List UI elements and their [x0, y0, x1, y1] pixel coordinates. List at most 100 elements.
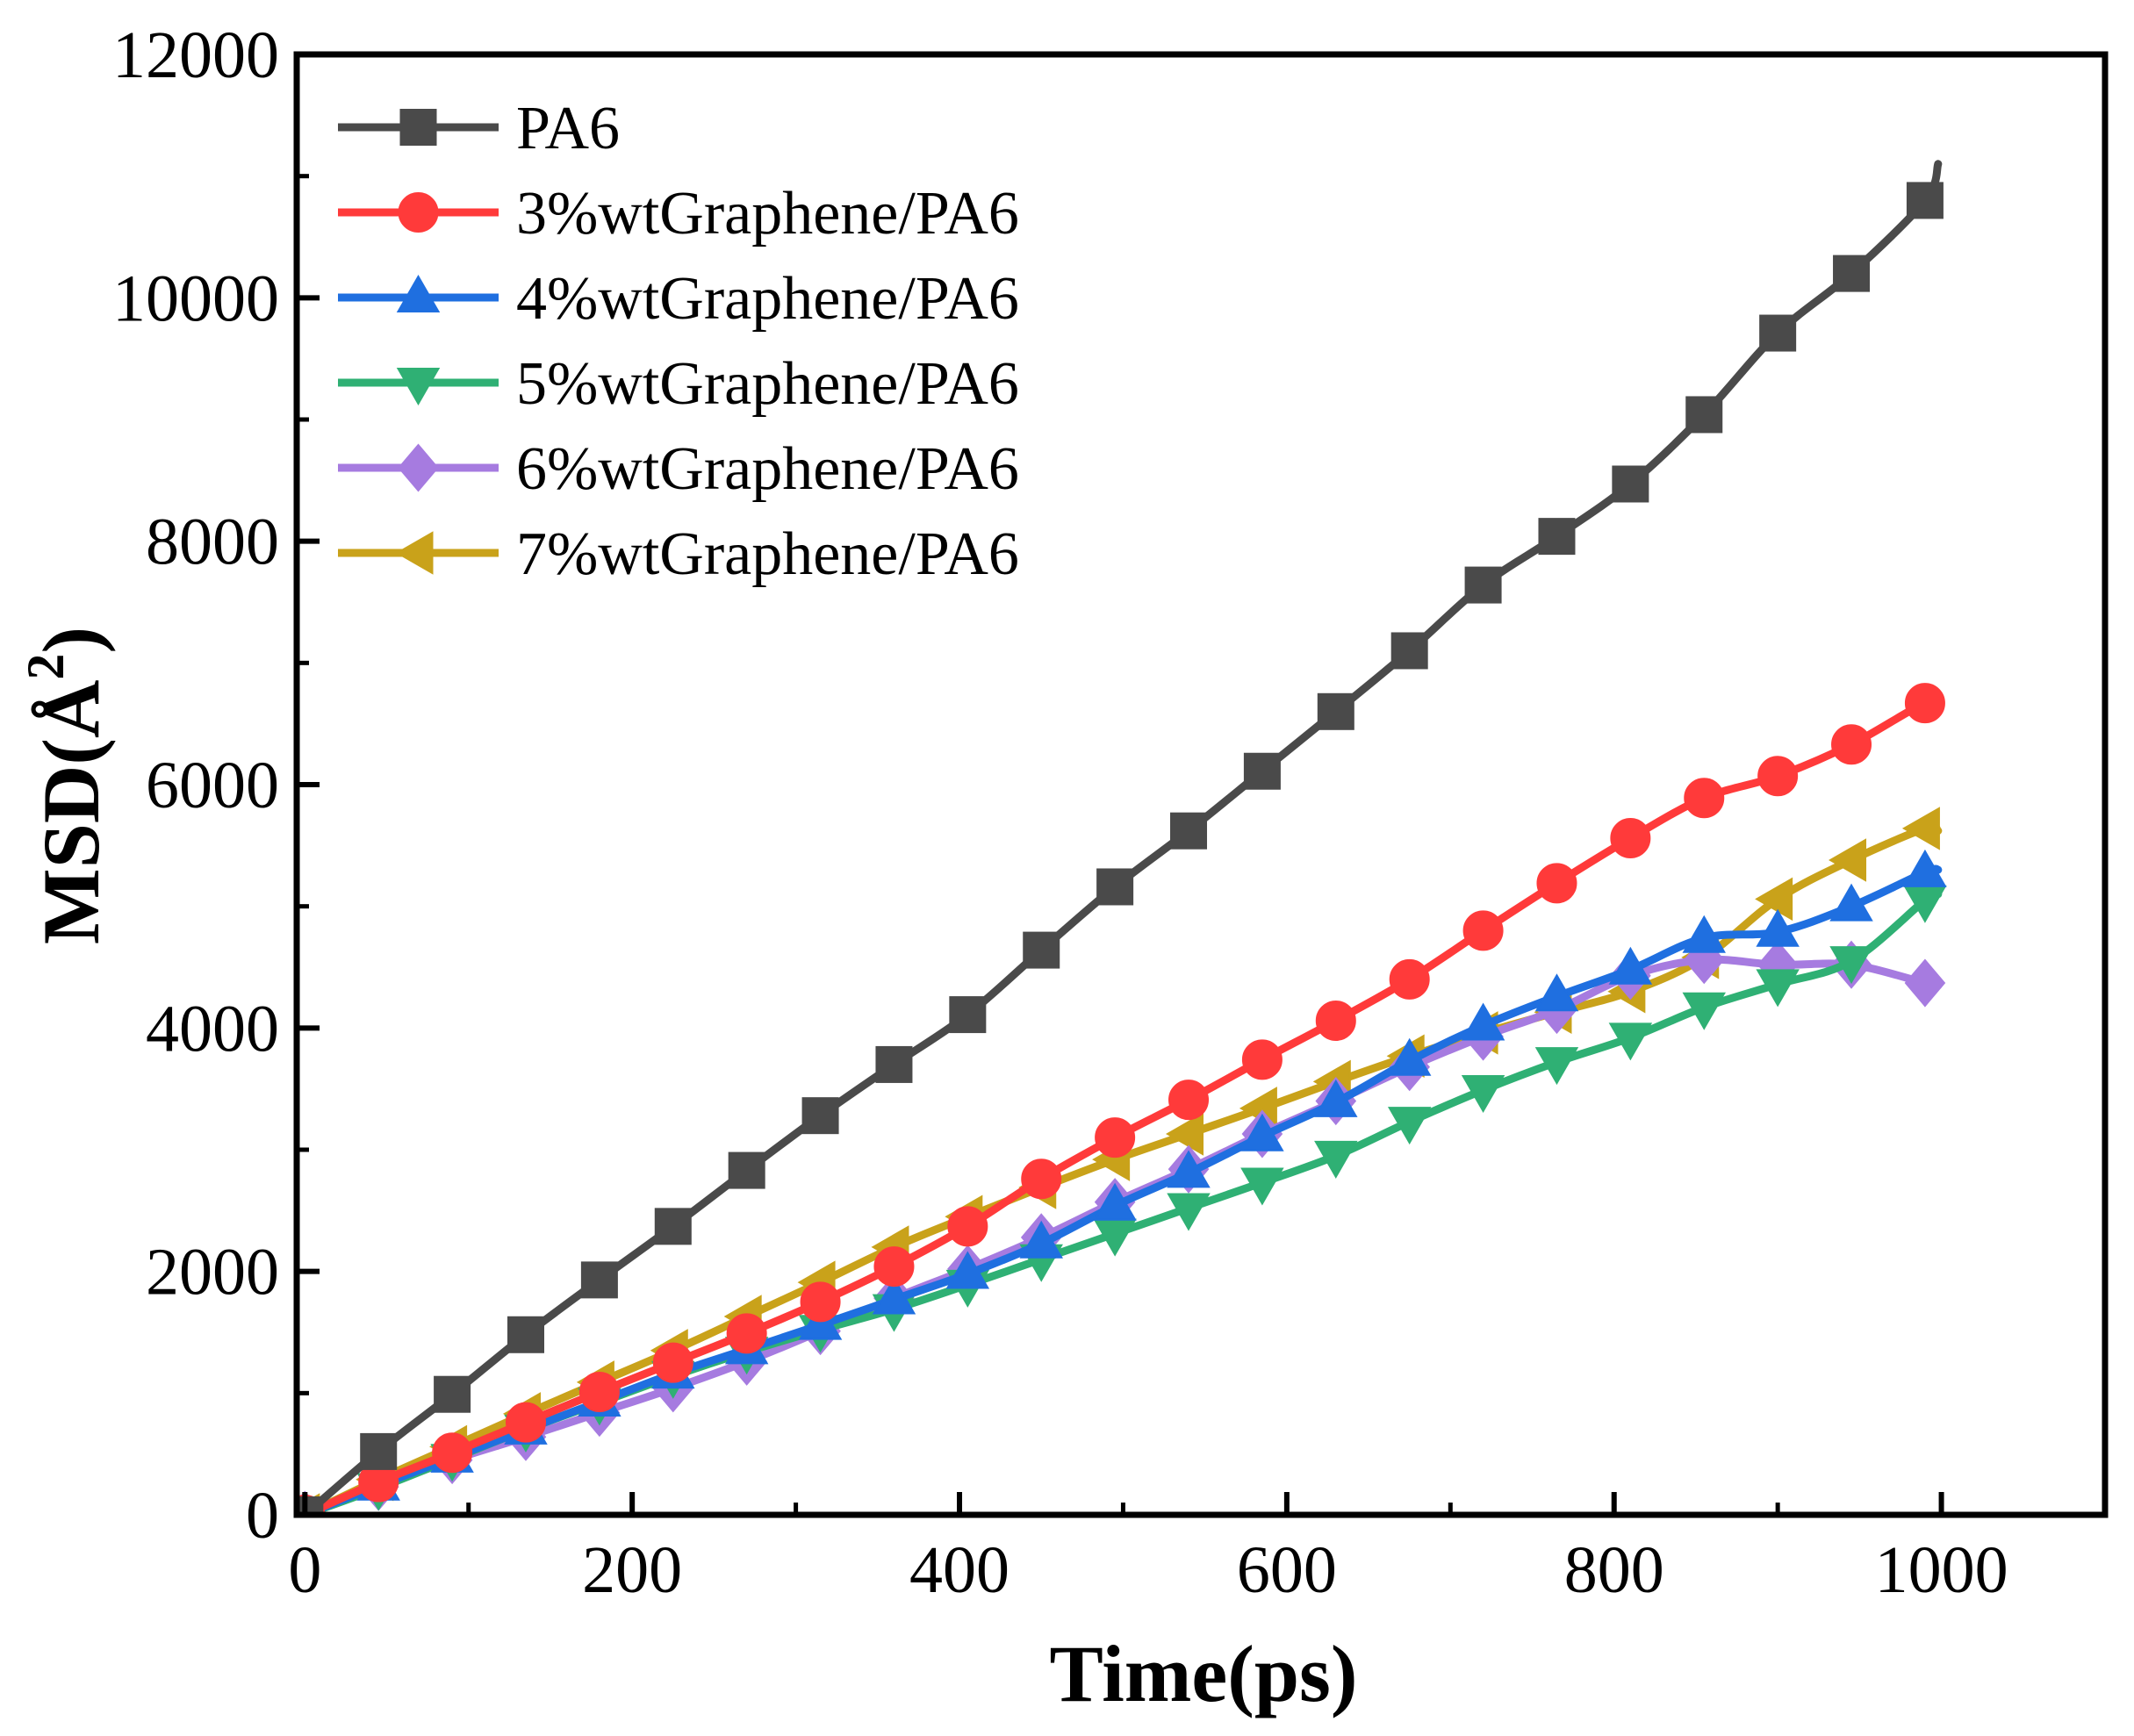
data-point [1166, 1112, 1204, 1156]
legend: PA6 3%wtGraphene/PA6 4%wtGraphene/PA6 5%wtG… [338, 95, 1019, 588]
legend-entry: PA6 [338, 95, 620, 162]
x-tick-label: 0 [288, 1533, 321, 1607]
data-point [1387, 1037, 1432, 1076]
legend-entry: 5%wtGraphene/PA6 [338, 350, 1019, 418]
data-point [1095, 1117, 1136, 1159]
data-point [1461, 1075, 1505, 1114]
x-tick-label: 800 [1564, 1533, 1664, 1607]
data-point [872, 1276, 916, 1315]
data-point [1093, 1182, 1137, 1221]
data-point [1608, 946, 1653, 985]
data-point [1759, 314, 1797, 352]
ticks-layer: 0 200 400 600 800 100002000400060008000100001… [112, 18, 2108, 1607]
data-point [1096, 868, 1134, 906]
data-point [1167, 1150, 1211, 1188]
x-tick-label: 600 [1237, 1533, 1337, 1607]
data-point [1906, 182, 1944, 219]
data-point [1461, 1002, 1505, 1041]
legend-entry: 7%wtGraphene/PA6 [338, 520, 1019, 588]
data-point [1387, 1107, 1432, 1145]
series-line [300, 697, 1943, 1515]
y-axis-title-group: MSD(Å2) [17, 627, 116, 944]
data-point [1317, 692, 1354, 730]
legend-marker [398, 443, 439, 492]
data-point [432, 1432, 473, 1474]
y-axis-title-close: ) [26, 627, 116, 654]
data-point [1685, 396, 1723, 434]
y-tick-label: 12000 [112, 18, 279, 92]
y-tick-label: 10000 [112, 262, 279, 335]
y-axis-title-sup: 2 [17, 654, 75, 680]
legend-label: 4%wtGraphene/PA6 [516, 265, 1019, 333]
data-point [1023, 931, 1060, 969]
data-point [1833, 255, 1871, 292]
data-point [945, 1251, 990, 1289]
x-axis-title: Time(ps) [1050, 1629, 1358, 1718]
data-point [1314, 1140, 1358, 1179]
data-point [1464, 566, 1502, 604]
data-point [507, 1316, 544, 1353]
legend-marker [395, 531, 434, 575]
y-tick-label: 4000 [146, 992, 279, 1065]
data-point [1170, 812, 1208, 850]
data-point [1903, 849, 1947, 887]
data-point [1019, 1220, 1063, 1259]
data-point [1756, 908, 1800, 947]
data-point [1462, 910, 1504, 951]
data-point [1390, 632, 1428, 670]
data-point [1538, 518, 1576, 556]
data-point [1829, 946, 1873, 985]
legend-entry: 4%wtGraphene/PA6 [338, 265, 1019, 333]
data-point [1682, 992, 1726, 1030]
data-point [947, 1206, 988, 1247]
data-point [1240, 1113, 1284, 1151]
legend-label: 5%wtGraphene/PA6 [516, 350, 1019, 418]
data-point [654, 1208, 692, 1245]
legend-label: 6%wtGraphene/PA6 [516, 435, 1019, 503]
legend-marker [398, 192, 439, 233]
data-point [580, 1261, 618, 1299]
data-point [728, 1151, 765, 1189]
data-point [1240, 1167, 1284, 1206]
data-point [1901, 807, 1940, 850]
data-point [1389, 958, 1430, 1000]
legend-entry: 6%wtGraphene/PA6 [338, 435, 1019, 503]
series-2 [297, 683, 1945, 1515]
data-point [1608, 1022, 1653, 1061]
data-point [1904, 958, 1946, 1008]
data-point [1534, 973, 1579, 1012]
x-tick-label: 1000 [1875, 1533, 2008, 1607]
x-tick-label: 400 [909, 1533, 1010, 1607]
data-point [434, 1375, 471, 1413]
data-point [875, 1045, 913, 1083]
data-point [1314, 1079, 1358, 1117]
data-point [578, 1371, 620, 1412]
data-point [1755, 877, 1793, 922]
legend-label: 7%wtGraphene/PA6 [516, 520, 1019, 588]
y-tick-label: 6000 [146, 749, 279, 822]
legend-marker [399, 109, 437, 146]
legend-label: 3%wtGraphene/PA6 [516, 180, 1019, 247]
data-point [726, 1313, 767, 1354]
data-point [1682, 915, 1726, 953]
data-point [1167, 1193, 1211, 1231]
data-point [1534, 1047, 1579, 1086]
y-tick-label: 2000 [146, 1236, 279, 1309]
series-layer [297, 160, 1947, 1515]
x-tick-label: 200 [582, 1533, 682, 1607]
data-point [873, 1246, 915, 1288]
legend-entry: 3%wtGraphene/PA6 [338, 180, 1019, 247]
data-point [1756, 969, 1800, 1008]
data-point [1831, 724, 1872, 765]
data-point [1757, 756, 1799, 797]
legend-marker [396, 368, 441, 406]
y-axis-title: MSD(Å2) [17, 627, 116, 944]
data-point [1241, 1039, 1283, 1080]
data-point [360, 1432, 398, 1470]
series-1 [297, 160, 1944, 1515]
data-point [1904, 683, 1945, 724]
y-tick-label: 8000 [146, 506, 279, 579]
data-point [1612, 465, 1649, 503]
data-point [1829, 883, 1873, 922]
